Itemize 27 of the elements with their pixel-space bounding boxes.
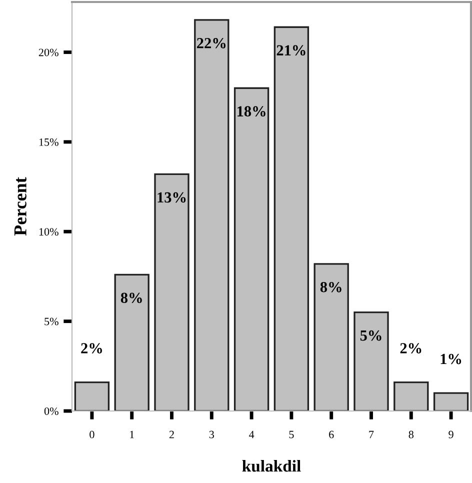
x-tick-label: 4 <box>248 430 254 438</box>
data-label: 8% <box>320 282 342 292</box>
data-label: 8% <box>120 292 142 304</box>
y-tick-label: 5% <box>44 318 58 326</box>
x-tick-label: 9 <box>448 430 454 438</box>
data-label: 2% <box>81 343 102 354</box>
data-label: 13% <box>158 192 186 203</box>
x-tick-label: 1 <box>130 430 134 438</box>
y-tick-label: 15% <box>39 138 58 146</box>
data-label: 21% <box>276 45 306 56</box>
data-label: 18% <box>237 106 266 117</box>
x-tick-label: 6 <box>329 430 334 438</box>
y-axis-title: Percent <box>14 177 26 236</box>
x-tick-label: 3 <box>209 430 214 438</box>
x-tick-label: 2 <box>169 430 174 438</box>
y-tick-label: 0% <box>44 407 58 415</box>
data-label: 5% <box>360 330 382 341</box>
y-tick-label: 20% <box>38 48 58 56</box>
x-tick-label: 5 <box>289 430 294 438</box>
data-label: 2% <box>400 343 422 354</box>
data-label: 22% <box>197 38 226 48</box>
x-tick-label: 0 <box>90 430 94 438</box>
x-tick-label: 7 <box>369 430 374 438</box>
data-label: 1% <box>440 354 462 364</box>
y-tick-label: 10% <box>39 228 58 236</box>
x-axis-title: kulakdil <box>242 460 301 472</box>
x-tick-label: 8 <box>408 430 414 438</box>
